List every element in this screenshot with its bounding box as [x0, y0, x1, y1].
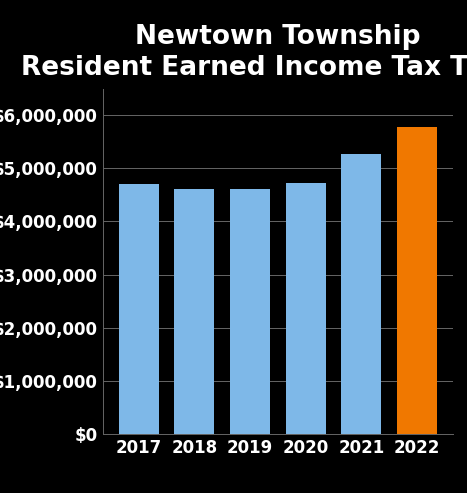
Title: Newtown Township
Resident Earned Income Tax Trend: Newtown Township Resident Earned Income …: [21, 24, 467, 81]
Bar: [230, 189, 270, 434]
Bar: [286, 183, 326, 434]
Bar: [174, 188, 214, 434]
Bar: [119, 184, 159, 434]
Bar: [397, 127, 437, 434]
Bar: [341, 154, 382, 434]
